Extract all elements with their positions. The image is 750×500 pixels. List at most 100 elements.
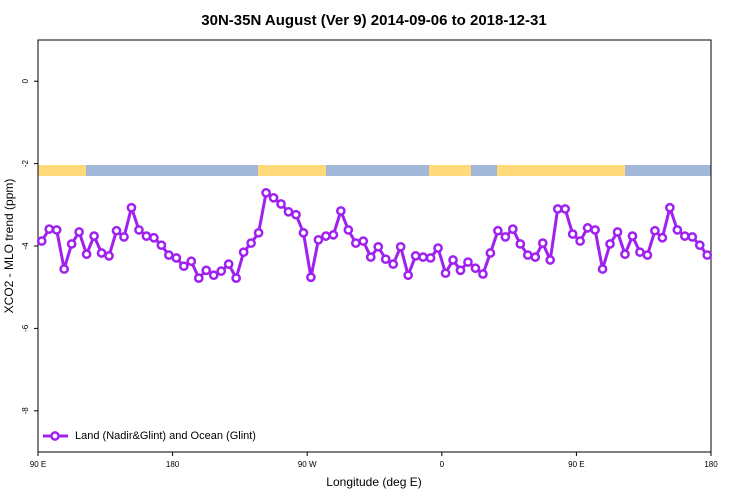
data-point bbox=[567, 229, 578, 239]
data-point bbox=[171, 253, 182, 263]
y-axis-label: XCO2 - MLO trend (ppm) bbox=[2, 179, 16, 314]
data-point bbox=[702, 250, 713, 260]
data-point bbox=[433, 243, 443, 253]
data-point bbox=[156, 240, 167, 251]
data-point bbox=[425, 253, 436, 263]
data-point bbox=[522, 250, 533, 260]
x-tick-label: 0 bbox=[440, 460, 445, 469]
data-point bbox=[485, 248, 496, 258]
legend-marker bbox=[50, 431, 60, 441]
data-point bbox=[627, 231, 638, 241]
data-point bbox=[515, 239, 526, 249]
land-band bbox=[429, 165, 471, 176]
data-point bbox=[321, 231, 331, 241]
data-point bbox=[455, 265, 466, 276]
data-point bbox=[66, 239, 77, 249]
data-point bbox=[298, 227, 309, 238]
data-point bbox=[470, 263, 481, 274]
data-point bbox=[231, 273, 242, 283]
land-ocean-band bbox=[38, 165, 711, 176]
data-point bbox=[395, 241, 406, 252]
data-point bbox=[261, 188, 271, 198]
x-tick-label: 90 W bbox=[298, 460, 317, 469]
legend-label: Land (Nadir&Glint) and Ocean (Glint) bbox=[75, 430, 256, 442]
data-point bbox=[223, 259, 234, 269]
data-point bbox=[605, 239, 615, 249]
ocean-band bbox=[38, 165, 711, 176]
series-line bbox=[40, 190, 709, 283]
data-point bbox=[410, 251, 421, 261]
data-point bbox=[201, 265, 212, 276]
data-point bbox=[96, 248, 107, 258]
data-point bbox=[590, 225, 600, 235]
data-point bbox=[358, 236, 369, 246]
data-point bbox=[350, 238, 361, 248]
data-point bbox=[418, 252, 428, 262]
data-point bbox=[642, 250, 653, 260]
data-point bbox=[493, 225, 503, 236]
data-point bbox=[343, 225, 354, 235]
data-point bbox=[238, 247, 249, 258]
data-point bbox=[216, 266, 227, 276]
data-point bbox=[51, 225, 62, 235]
x-tick-label: 180 bbox=[704, 460, 718, 469]
data-point bbox=[552, 204, 563, 214]
data-point bbox=[575, 236, 585, 246]
data-point bbox=[665, 202, 675, 213]
data-point bbox=[178, 261, 189, 272]
data-point bbox=[507, 224, 518, 234]
land-band bbox=[258, 165, 326, 176]
land-band bbox=[497, 165, 625, 176]
data-point bbox=[373, 241, 384, 252]
y-tick-label: 0 bbox=[21, 78, 30, 83]
data-point bbox=[126, 202, 137, 213]
data-point bbox=[612, 227, 623, 237]
data-point bbox=[537, 238, 548, 248]
data-point bbox=[208, 270, 219, 281]
data-point bbox=[193, 273, 204, 283]
x-axis-label: Longitude (deg E) bbox=[326, 475, 421, 489]
data-point bbox=[657, 232, 668, 243]
data-point bbox=[186, 256, 197, 267]
data-point bbox=[149, 232, 159, 243]
data-point bbox=[388, 259, 399, 269]
data-point bbox=[119, 232, 129, 242]
data-point bbox=[276, 199, 286, 209]
data-point bbox=[530, 252, 541, 262]
data-point bbox=[620, 249, 630, 260]
data-point bbox=[545, 255, 556, 265]
data-point bbox=[59, 264, 70, 274]
data-point bbox=[650, 225, 660, 236]
data-point bbox=[104, 251, 114, 261]
x-tick-label: 90 E bbox=[568, 460, 584, 469]
data-point bbox=[268, 192, 279, 203]
data-point bbox=[635, 247, 645, 258]
data-point bbox=[582, 223, 593, 233]
data-point bbox=[246, 238, 256, 248]
data-point bbox=[597, 264, 608, 274]
land-band bbox=[38, 165, 86, 176]
data-point bbox=[81, 249, 92, 260]
data-point bbox=[560, 204, 571, 214]
data-point bbox=[328, 230, 339, 240]
data-point bbox=[283, 206, 294, 217]
data-point bbox=[679, 231, 690, 241]
data-point bbox=[253, 227, 264, 238]
data-point bbox=[380, 254, 391, 265]
data-point bbox=[164, 250, 174, 260]
data-point bbox=[306, 272, 316, 283]
data-point bbox=[74, 227, 84, 237]
data-point bbox=[440, 268, 451, 279]
data-point bbox=[313, 234, 324, 245]
data-point bbox=[463, 257, 473, 267]
y-tick-label: -8 bbox=[21, 407, 30, 415]
data-point bbox=[500, 232, 511, 242]
data-point bbox=[687, 232, 698, 242]
data-point bbox=[365, 252, 376, 262]
data-point bbox=[694, 240, 705, 251]
x-tick-label: 90 E bbox=[30, 460, 46, 469]
data-point bbox=[448, 255, 458, 265]
data-point bbox=[403, 270, 413, 281]
data-point bbox=[336, 206, 346, 216]
